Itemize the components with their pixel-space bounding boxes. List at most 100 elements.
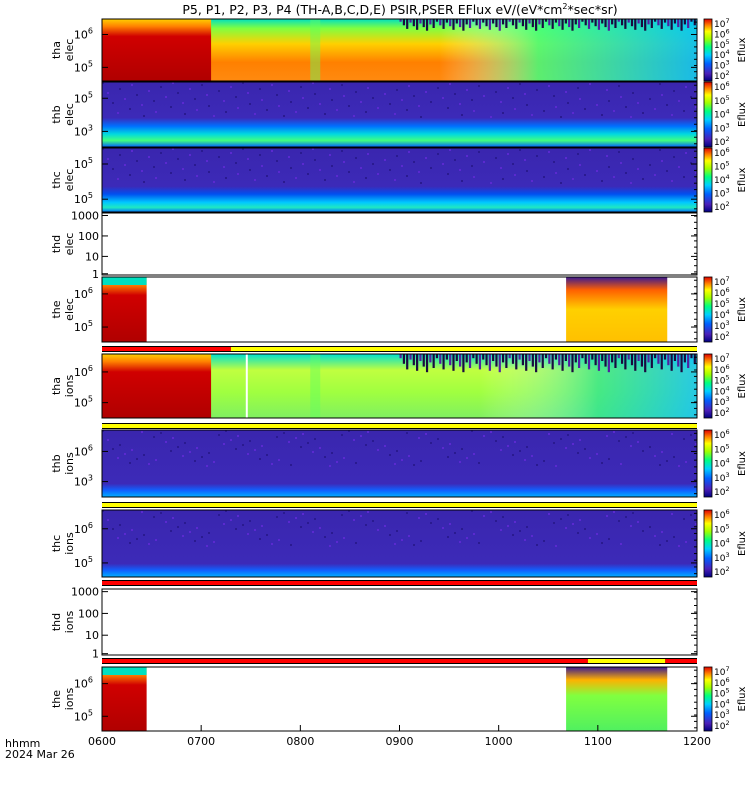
- noise-mark: [613, 110, 615, 112]
- spectrogram-fill: [102, 148, 697, 212]
- data-island-late: [566, 667, 668, 731]
- noise-mark: [548, 513, 550, 515]
- figure-title: P5, P1, P2, P3, P4 (TH-A,B,C,D,E) PSIR,P…: [182, 2, 617, 17]
- noise-mark: [642, 530, 644, 532]
- noise-mark: [625, 106, 627, 108]
- noise-mark: [492, 354, 495, 361]
- noise-mark: [302, 97, 304, 99]
- noise-mark: [591, 19, 594, 23]
- noise-mark: [196, 447, 198, 449]
- noise-mark: [512, 163, 514, 165]
- spectrogram-fill: [102, 510, 697, 577]
- noise-mark: [206, 160, 208, 162]
- noise-mark: [439, 354, 442, 364]
- noise-mark: [295, 177, 297, 179]
- noise-mark: [687, 354, 690, 368]
- noise-mark: [650, 19, 653, 28]
- colorbar: [703, 276, 713, 343]
- ytick-label: 100: [78, 607, 99, 620]
- noise-mark: [543, 176, 545, 178]
- noise-mark: [406, 512, 408, 514]
- flag-segment: [230, 347, 697, 351]
- noise-mark: [567, 514, 569, 516]
- noise-mark: [544, 19, 548, 22]
- noise-mark: [673, 90, 675, 92]
- species-label: ions: [63, 687, 76, 710]
- noise-mark: [196, 109, 198, 111]
- noise-mark: [455, 19, 458, 24]
- noise-mark: [435, 19, 439, 22]
- noise-mark: [528, 19, 531, 24]
- noise-mark: [536, 544, 538, 546]
- noise-mark: [242, 444, 244, 446]
- colorbar-tick-label: 102: [714, 565, 730, 578]
- colorbar-tick-label: 105: [714, 687, 730, 700]
- noise-mark: [690, 96, 692, 98]
- noise-mark: [331, 452, 333, 454]
- noise-mark: [502, 516, 504, 518]
- noise-mark: [667, 354, 670, 366]
- noise-mark: [490, 431, 492, 433]
- noise-mark: [230, 519, 232, 521]
- noise-mark: [223, 166, 225, 168]
- noise-mark: [182, 455, 184, 457]
- ytick-label: 105: [74, 319, 93, 334]
- noise-mark: [442, 447, 444, 449]
- noise-mark: [471, 430, 473, 432]
- noise-mark: [468, 354, 472, 368]
- species-label: elec: [63, 103, 76, 126]
- noise-mark: [483, 161, 485, 163]
- noise-mark: [654, 535, 656, 537]
- noise-mark: [341, 514, 343, 516]
- noise-mark: [632, 158, 634, 160]
- species-label: elec: [63, 169, 76, 192]
- noise-mark: [490, 116, 492, 118]
- noise-mark: [538, 354, 541, 363]
- noise-mark: [536, 89, 538, 91]
- status-flag-bar: [102, 658, 697, 664]
- noise-mark: [208, 105, 210, 107]
- noise-mark: [283, 115, 285, 117]
- noise-mark: [685, 152, 687, 154]
- noise-mark: [473, 453, 475, 455]
- colorbar-tick-label: 106: [714, 676, 730, 689]
- noise-mark: [589, 537, 591, 539]
- noise-mark: [372, 97, 374, 99]
- probe-label: thd: [50, 613, 63, 631]
- noise-mark: [290, 464, 292, 466]
- noise-mark: [312, 82, 314, 84]
- noise-mark: [307, 522, 309, 524]
- noise-mark: [413, 464, 415, 466]
- noise-mark: [558, 19, 561, 27]
- ytick-label: 105: [74, 156, 93, 171]
- noise-mark: [649, 526, 651, 528]
- noise-mark: [471, 99, 473, 101]
- noise-mark: [553, 95, 555, 97]
- noise-mark: [259, 154, 261, 156]
- colorbar-tick-label: 102: [714, 135, 730, 148]
- noise-mark: [473, 110, 475, 112]
- noise-mark: [177, 526, 179, 528]
- colorbar-tick-label: 104: [714, 308, 730, 321]
- noise-mark: [218, 434, 220, 436]
- noise-mark: [389, 454, 391, 456]
- noise-mark: [213, 115, 215, 117]
- noise-mark: [307, 442, 309, 444]
- noise-mark: [452, 354, 455, 371]
- noise-mark: [182, 102, 184, 104]
- noise-mark: [341, 434, 343, 436]
- noise-mark: [589, 83, 591, 85]
- noise-mark: [348, 430, 350, 432]
- colorbar-tick-label: 106: [714, 146, 730, 159]
- noise-mark: [468, 19, 472, 28]
- noise-mark: [543, 110, 545, 112]
- noise-mark: [329, 154, 331, 156]
- noise-mark: [230, 152, 232, 154]
- colorbar-tick-label: 105: [714, 160, 730, 173]
- noise-mark: [531, 455, 533, 457]
- noise-mark: [459, 541, 461, 543]
- noise-mark: [360, 515, 362, 517]
- noise-mark: [521, 19, 525, 27]
- noise-mark: [360, 435, 362, 437]
